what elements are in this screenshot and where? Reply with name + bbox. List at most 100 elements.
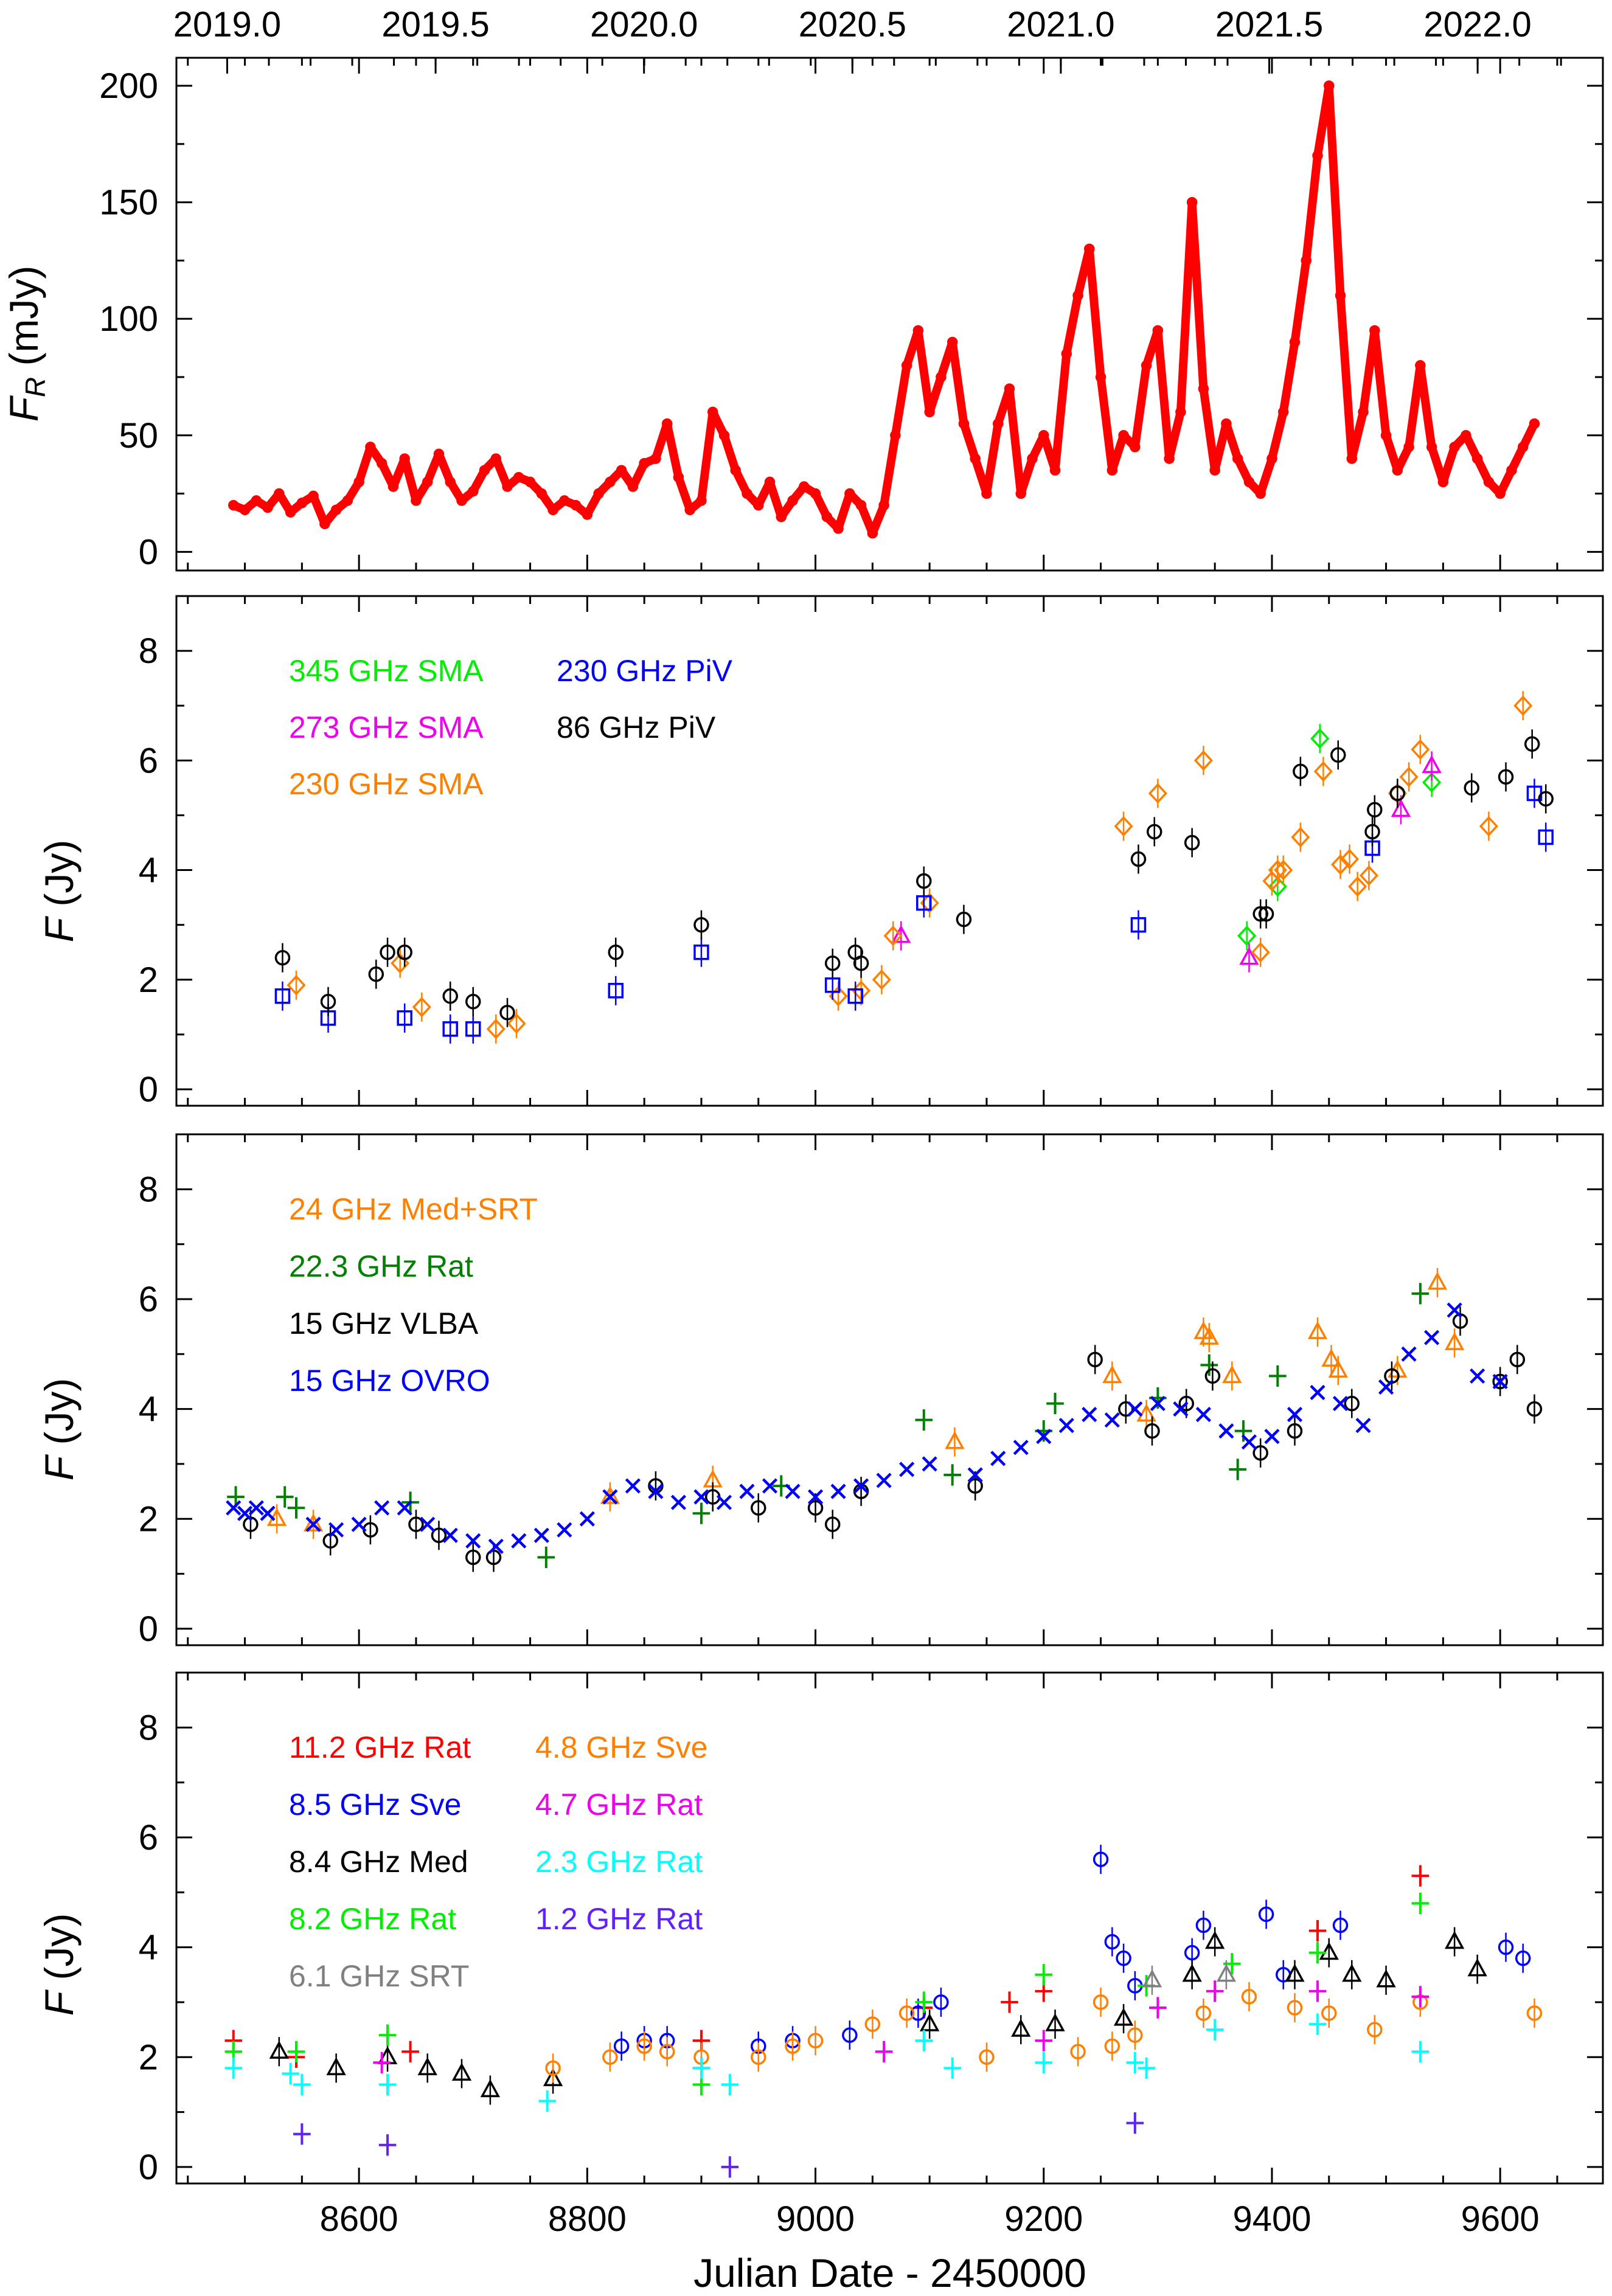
panel-1-ylabel: F (Jy)	[36, 840, 82, 943]
data-point	[943, 1464, 961, 1486]
data-point	[1136, 1403, 1156, 1422]
data-point	[1001, 1991, 1018, 2013]
data-point	[538, 2090, 556, 2112]
data-point	[1049, 465, 1061, 476]
data-point	[625, 1478, 641, 1494]
data-point	[1204, 1368, 1221, 1384]
data-point	[833, 523, 844, 534]
data-point	[867, 527, 878, 539]
data-point	[1389, 785, 1406, 802]
y-tick-label: 150	[99, 183, 158, 223]
data-point	[1391, 799, 1411, 817]
data-point	[1285, 1963, 1305, 1982]
data-point	[1104, 1412, 1120, 1428]
data-point	[730, 465, 741, 476]
data-point	[465, 1533, 481, 1549]
data-point	[1483, 476, 1495, 488]
data-point	[480, 2079, 501, 2098]
plot-frame	[175, 1133, 1604, 1646]
data-point	[1399, 766, 1419, 788]
optical-flux-panel: 0 50 100 150 200 FR (mJy)	[1, 57, 1604, 572]
data-point	[1082, 1407, 1097, 1423]
data-point	[465, 994, 481, 1010]
data-point	[673, 471, 684, 483]
data-point	[878, 499, 889, 511]
data-point	[785, 2038, 801, 2054]
data-point	[251, 495, 262, 506]
data-point	[824, 1516, 841, 1533]
top-tick-label: 2021.0	[1007, 5, 1114, 44]
data-point	[468, 485, 479, 497]
data-point	[762, 1478, 778, 1494]
data-point	[1321, 1348, 1341, 1367]
data-point	[1426, 442, 1437, 453]
data-point	[1344, 1395, 1360, 1412]
data-point	[1004, 383, 1015, 394]
data-point	[1335, 290, 1346, 301]
y-tick-label: 8	[139, 631, 158, 671]
x-axis-ticks: 8600 8800 9000 9200 9400 9600	[320, 2199, 1540, 2239]
data-point	[373, 2051, 391, 2073]
y-tick-label: 4	[139, 1390, 158, 1429]
series	[613, 1845, 1531, 2061]
series	[269, 1927, 1487, 2105]
legend-entry: 230 GHz PiV	[557, 654, 733, 688]
data-point	[537, 1546, 555, 1569]
y-tick-label: 0	[139, 2148, 158, 2187]
data-point	[1102, 1365, 1122, 1384]
data-point	[1307, 1321, 1328, 1339]
data-point	[810, 488, 821, 499]
data-point	[1332, 1395, 1349, 1412]
data-point	[274, 988, 291, 1004]
data-point	[579, 1511, 595, 1527]
data-point	[1324, 80, 1335, 91]
data-point	[1229, 1458, 1246, 1480]
data-point	[559, 495, 570, 506]
data-point	[303, 1513, 324, 1531]
data-point	[378, 2073, 397, 2096]
data-point	[1127, 1401, 1143, 1417]
data-point	[442, 1021, 458, 1037]
data-point	[1234, 1420, 1252, 1442]
data-point	[1142, 1969, 1162, 1988]
data-point	[1380, 430, 1392, 441]
series	[228, 80, 1540, 539]
data-point	[293, 2073, 311, 2096]
data-point	[853, 1478, 869, 1494]
data-point	[1411, 739, 1430, 760]
data-point	[1422, 772, 1442, 793]
data-point	[401, 2041, 419, 2062]
data-point	[1072, 290, 1083, 301]
data-point	[451, 2062, 472, 2081]
data-point	[990, 1451, 1006, 1466]
data-point	[807, 2033, 824, 2048]
data-point	[397, 1500, 412, 1516]
data-point	[1184, 1944, 1200, 1961]
y-tick-label: 6	[139, 1818, 158, 1857]
data-point	[486, 1018, 505, 1039]
y-tick-label: 4	[139, 851, 158, 890]
data-point	[1035, 2030, 1053, 2051]
data-point	[1146, 824, 1162, 840]
data-point	[1401, 1346, 1417, 1362]
data-point	[1126, 2112, 1144, 2134]
data-point	[1138, 2057, 1155, 2079]
plot-frame	[175, 57, 1604, 572]
data-point	[1274, 859, 1293, 881]
data-point	[582, 509, 593, 520]
panel-1-legend: 345 GHz SMA 273 GHz SMA 230 GHz SMA 230 …	[289, 654, 733, 801]
data-point	[1243, 476, 1255, 488]
data-point	[536, 488, 547, 499]
data-point	[420, 1516, 436, 1532]
data-point	[1464, 780, 1480, 796]
data-point	[890, 430, 901, 441]
data-point	[445, 476, 456, 488]
data-point	[239, 504, 251, 516]
data-point	[368, 966, 384, 982]
data-point	[693, 1489, 709, 1505]
data-point	[945, 1431, 965, 1449]
data-point	[1118, 430, 1129, 441]
data-point	[399, 453, 410, 464]
legend-entry: 86 GHz PiV	[557, 710, 716, 744]
